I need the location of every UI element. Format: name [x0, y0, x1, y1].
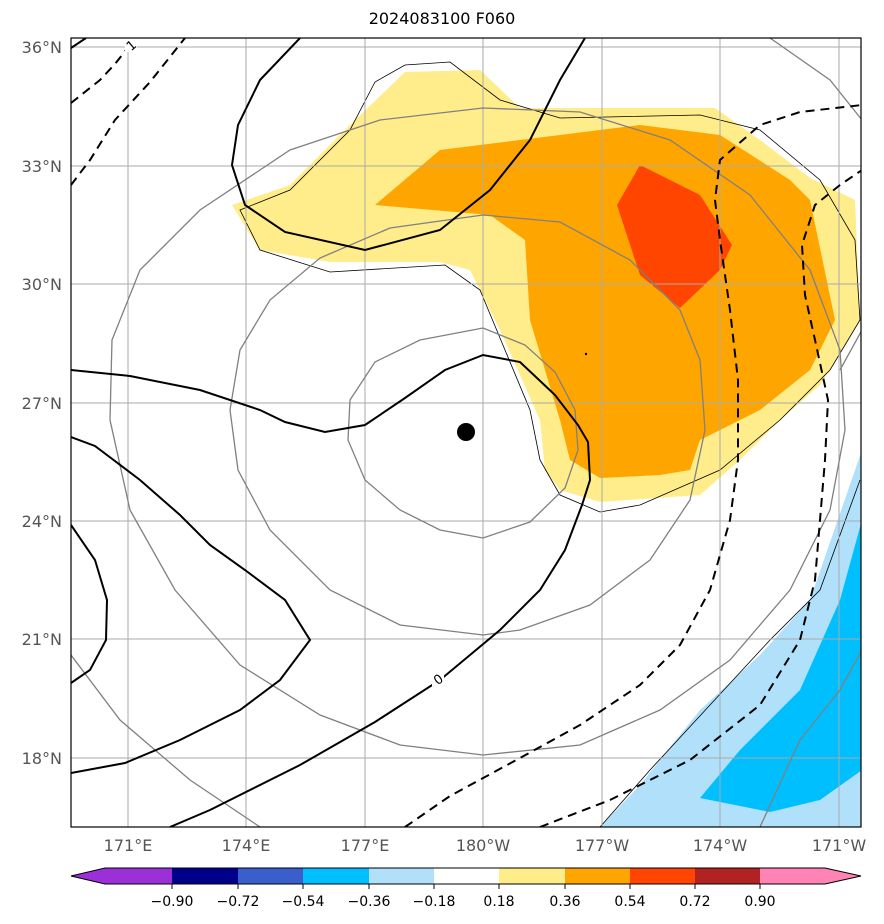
- lat-label-24n: 24°N: [22, 512, 62, 531]
- lat-label-30n: 30°N: [22, 275, 62, 294]
- colorbar-segment-1: [172, 868, 238, 884]
- shading-outline: [239, 61, 861, 827]
- contour-label-1: 1: [124, 38, 140, 55]
- contour-labels: 1 0: [124, 38, 447, 689]
- colorbar-under-arrow: [71, 868, 172, 884]
- deep-sky-blue-region: [700, 523, 861, 812]
- colorbar-frame: [70, 867, 862, 885]
- colorbar: −0.90 −0.72 −0.54 −0.36 −0.18 0.18 0.36 …: [70, 867, 862, 910]
- lon-label-177w: 177°W: [575, 836, 630, 855]
- contour-label-0: 0: [431, 672, 446, 689]
- colorbar-over-arrow: [760, 868, 861, 884]
- lon-label-171e: 171°E: [104, 836, 153, 855]
- lat-label-27n: 27°N: [22, 394, 62, 413]
- colorbar-label-054: 0.54: [614, 894, 645, 910]
- latitude-labels: 36°N 33°N 30°N 27°N 24°N 21°N 18°N: [22, 38, 62, 768]
- colorbar-segment-9: [695, 868, 760, 884]
- colorbar-segment-5: [434, 868, 499, 884]
- solid-contours: [71, 38, 592, 827]
- colorbar-segment-2: [238, 868, 303, 884]
- colorbar-label-018: 0.18: [483, 894, 514, 910]
- small-dot-marker: [584, 352, 588, 356]
- storm-center-marker: [457, 423, 475, 441]
- lat-label-18n: 18°N: [22, 749, 62, 768]
- lon-label-177e: 177°E: [341, 836, 390, 855]
- colorbar-label-072: 0.72: [679, 894, 710, 910]
- colorbar-segment-8: [630, 868, 695, 884]
- lat-label-21n: 21°N: [22, 630, 62, 649]
- colorbar-segment-4: [369, 868, 434, 884]
- red-orange-region: [617, 165, 732, 308]
- colorbar-segment-7: [565, 868, 630, 884]
- longitude-labels: 171°E 174°E 177°E 180°W 177°W 174°W 171°…: [104, 836, 867, 855]
- dashed-contours: [71, 38, 861, 827]
- lon-label-171w: 171°W: [812, 836, 867, 855]
- colorbar-label-neg072: −0.72: [217, 894, 260, 910]
- colorbar-label-neg054: −0.54: [282, 894, 325, 910]
- lat-label-36n: 36°N: [22, 38, 62, 57]
- lon-label-174w: 174°W: [693, 836, 748, 855]
- lon-label-180w: 180°W: [456, 836, 511, 855]
- colorbar-label-neg090: −0.90: [151, 894, 194, 910]
- lat-label-33n: 33°N: [22, 157, 62, 176]
- colorbar-segment-3: [303, 868, 369, 884]
- plot-frame: [70, 37, 862, 828]
- negative-shading: [600, 452, 861, 827]
- colorbar-label-neg036: −0.36: [348, 894, 391, 910]
- lon-label-174e: 174°E: [222, 836, 271, 855]
- colorbar-segment-6: [499, 868, 565, 884]
- colorbar-label-090: 0.90: [744, 894, 775, 910]
- colorbar-ticks: [171, 884, 761, 889]
- colorbar-label-neg018: −0.18: [413, 894, 456, 910]
- plot-title: 2024083100 F060: [368, 9, 516, 28]
- colorbar-label-036: 0.36: [549, 894, 580, 910]
